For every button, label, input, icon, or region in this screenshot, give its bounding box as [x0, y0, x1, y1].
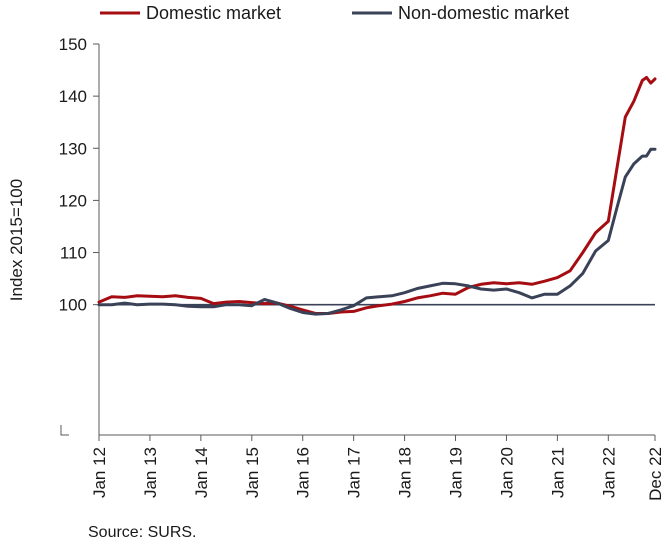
x-tick-label: Jan 14 — [192, 447, 211, 498]
y-tick-label: 110 — [60, 244, 87, 263]
source-note: Source: SURS. — [88, 524, 197, 541]
x-tick-label: Jan 17 — [345, 447, 364, 498]
x-tick-label: Jan 13 — [141, 447, 160, 498]
y-axis-label: Index 2015=100 — [7, 179, 26, 301]
x-tick-label: Jan 15 — [243, 447, 262, 498]
y-tick-label: 100 — [59, 296, 87, 315]
series-group — [97, 75, 657, 316]
legend: Domestic market Non-domestic market — [100, 3, 569, 23]
x-tick-label: Dec 22 — [646, 447, 665, 501]
y-tick-label: 130 — [59, 139, 87, 158]
x-tick-label: Jan 20 — [497, 447, 516, 498]
y-tick-label: 120 — [59, 191, 87, 210]
y-axis: 100 110 120 130 140 150 — [59, 35, 100, 436]
series-line-domestic — [97, 75, 657, 315]
series-line-non-domestic — [97, 147, 657, 316]
y-tick-label: 140 — [59, 87, 87, 106]
x-tick-label: Jan 21 — [548, 447, 567, 498]
x-tick-label: Jan 19 — [447, 447, 466, 498]
legend-label: Domestic market — [146, 3, 281, 23]
axis-break-mark — [60, 425, 69, 436]
x-tick-label: Jan 12 — [90, 447, 109, 498]
x-axis: Jan 12 Jan 13 Jan 14 Jan 15 Jan 16 Jan 17 Jan … — [90, 434, 665, 501]
legend-label: Non-domestic market — [398, 3, 569, 23]
x-tick-label: Jan 22 — [599, 447, 618, 498]
x-tick-label: Jan 18 — [396, 447, 415, 498]
y-tick-label: 150 — [59, 35, 87, 54]
x-tick-label: Jan 16 — [294, 447, 313, 498]
